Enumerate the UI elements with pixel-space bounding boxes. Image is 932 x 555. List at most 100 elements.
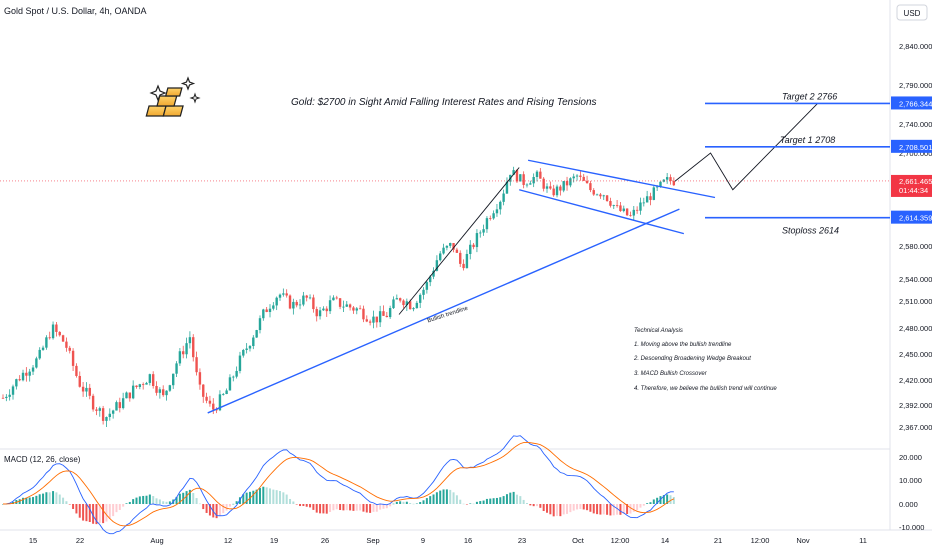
price-tick-label: 2,790.000 bbox=[899, 81, 932, 90]
price-tick-label: 2,580.000 bbox=[899, 242, 932, 251]
candle-body bbox=[512, 170, 515, 175]
macd-histogram-bar bbox=[115, 504, 118, 513]
macd-histogram-bar bbox=[566, 504, 569, 514]
macd-histogram-bar bbox=[546, 504, 549, 513]
macd-histogram-bar bbox=[85, 504, 88, 522]
candle-body bbox=[255, 330, 258, 338]
macd-histogram-bar bbox=[365, 504, 368, 513]
analysis-item: 2. Descending Broadening Wedge Breakout bbox=[633, 356, 751, 362]
candle-body bbox=[111, 410, 115, 414]
candle-body bbox=[599, 194, 602, 197]
candle-body bbox=[328, 300, 332, 312]
macd-histogram-bar bbox=[108, 504, 111, 520]
macd-histogram-bar bbox=[405, 501, 408, 504]
candle-body bbox=[275, 297, 278, 306]
candle-body bbox=[215, 409, 218, 411]
macd-histogram-bar bbox=[489, 498, 492, 504]
candle-body bbox=[232, 376, 235, 378]
candle-body bbox=[449, 243, 452, 246]
macd-histogram-bar bbox=[539, 504, 542, 508]
macd-histogram-bar bbox=[479, 501, 482, 504]
candle-body bbox=[452, 243, 455, 250]
candle-body bbox=[1, 397, 5, 399]
candle-body bbox=[21, 372, 25, 381]
candle-body bbox=[612, 205, 615, 206]
candle-body bbox=[238, 355, 242, 371]
macd-histogram-bar bbox=[362, 504, 365, 512]
candle-body bbox=[325, 308, 328, 312]
macd-histogram-bar bbox=[242, 494, 245, 504]
macd-histogram-bar bbox=[472, 503, 475, 505]
candle-body bbox=[48, 337, 51, 339]
candle-body bbox=[465, 253, 469, 269]
macd-histogram-bar bbox=[389, 504, 392, 507]
macd-histogram-bar bbox=[252, 490, 255, 504]
headline: Gold: $2700 in Sight Amid Falling Intere… bbox=[291, 97, 597, 108]
candle-body bbox=[375, 316, 378, 323]
current-price-tag-box bbox=[891, 174, 932, 197]
currency-badge-box[interactable] bbox=[896, 4, 928, 21]
candle-body bbox=[479, 232, 482, 234]
macd-histogram-bar bbox=[28, 497, 31, 504]
macd-histogram-bar bbox=[158, 499, 161, 504]
macd-histogram-bar bbox=[616, 504, 619, 515]
macd-histogram-bar bbox=[279, 491, 282, 504]
candle-body bbox=[532, 177, 535, 184]
candle-body bbox=[615, 205, 619, 206]
candle-body bbox=[272, 305, 275, 309]
candle-body bbox=[288, 295, 292, 309]
macd-histogram-bar bbox=[309, 504, 312, 508]
candle-body bbox=[499, 201, 502, 210]
candle-body bbox=[292, 301, 295, 309]
candle-body bbox=[262, 309, 265, 319]
macd-histogram-bar bbox=[519, 496, 522, 504]
candle-body bbox=[592, 190, 595, 195]
macd-histogram-bar bbox=[175, 496, 178, 504]
macd-histogram-bar bbox=[369, 504, 372, 513]
macd-line bbox=[2, 435, 674, 535]
macd-histogram-bar bbox=[22, 497, 25, 504]
countdown-timer: 01:44:34 bbox=[899, 186, 928, 195]
candle-body bbox=[522, 174, 525, 185]
candle-body bbox=[175, 363, 178, 374]
candle-body bbox=[442, 247, 445, 254]
macd-histogram-bar bbox=[562, 504, 565, 515]
target1-label: Target 1 2708 bbox=[780, 135, 835, 145]
candle-body bbox=[168, 385, 172, 391]
macd-histogram-bar bbox=[88, 504, 91, 522]
candle-body bbox=[655, 186, 659, 188]
price-tick-label: 2,540.000 bbox=[899, 275, 932, 284]
candle-body bbox=[569, 178, 572, 186]
time-tick-label: 15 bbox=[29, 536, 37, 545]
candle-body bbox=[358, 308, 362, 310]
candle-body bbox=[335, 297, 338, 299]
macd-histogram-bar bbox=[132, 499, 135, 504]
macd-histogram-bar bbox=[522, 499, 525, 504]
currency-badge[interactable]: USD bbox=[904, 9, 921, 18]
candle-body bbox=[28, 371, 31, 376]
macd-histogram-bar bbox=[285, 494, 288, 504]
macd-histogram-bar bbox=[359, 504, 362, 511]
candle-body bbox=[482, 229, 485, 233]
candle-body bbox=[429, 276, 432, 283]
candle-body bbox=[31, 367, 35, 372]
macd-histogram-bar bbox=[95, 504, 98, 525]
macd-histogram-bar bbox=[419, 502, 422, 504]
candle-body bbox=[248, 346, 252, 349]
macd-histogram-bar bbox=[302, 504, 305, 507]
candle-body bbox=[459, 252, 462, 264]
macd-histogram-bar bbox=[662, 495, 665, 504]
impulse-leg-line bbox=[398, 167, 520, 315]
candle-body bbox=[322, 308, 325, 311]
target2-label: Target 2 2766 bbox=[782, 91, 837, 101]
target2-price-tag: 2,766.344 bbox=[899, 99, 932, 108]
macd-histogram-bar bbox=[415, 503, 418, 505]
candle-body bbox=[158, 389, 162, 393]
candle-body bbox=[489, 218, 492, 219]
macd-histogram-bar bbox=[612, 504, 615, 516]
macd-panel bbox=[2, 435, 675, 535]
candle-body bbox=[235, 370, 238, 377]
candle-body bbox=[18, 379, 21, 381]
candle-body bbox=[115, 402, 118, 411]
